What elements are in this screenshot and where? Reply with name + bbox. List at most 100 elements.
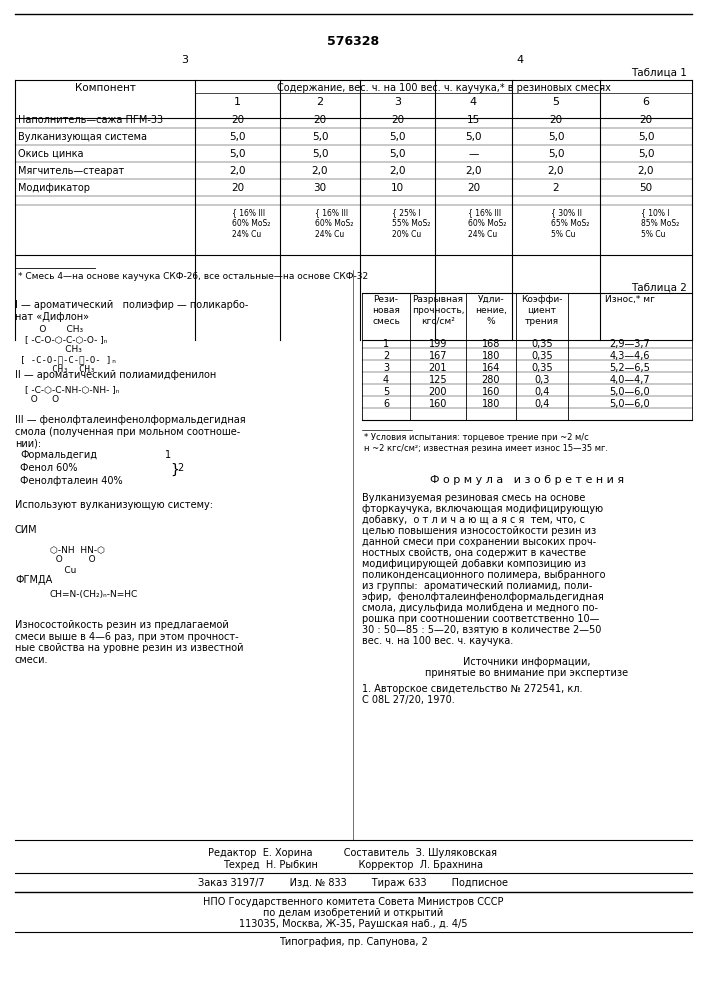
Text: С 08L 27/20, 1970.: С 08L 27/20, 1970.: [362, 695, 455, 705]
Text: н ~2 кгс/см²; известная резина имеет износ 15—35 мг.: н ~2 кгс/см²; известная резина имеет изн…: [364, 444, 608, 453]
Text: 5,0—6,0: 5,0—6,0: [609, 399, 650, 409]
Text: целью повышения износостойкости резин из: целью повышения износостойкости резин из: [362, 526, 596, 536]
Text: { 10% I: { 10% I: [641, 208, 670, 217]
Text: 2,0: 2,0: [638, 166, 654, 176]
Text: * Условия испытания: торцевое трение при ~2 м/с: * Условия испытания: торцевое трение при…: [364, 433, 589, 442]
Text: 50: 50: [639, 183, 653, 193]
Text: 20: 20: [391, 115, 404, 125]
Text: 3: 3: [394, 97, 401, 107]
Text: 65% MoS₂: 65% MoS₂: [551, 219, 590, 228]
Text: 0,35: 0,35: [531, 363, 553, 373]
Text: 60% MoS₂: 60% MoS₂: [469, 219, 507, 228]
Text: O       CH₃: O CH₃: [25, 325, 83, 334]
Text: 160: 160: [429, 399, 448, 409]
Text: 5,2—6,5: 5,2—6,5: [609, 363, 650, 373]
Text: 1: 1: [234, 97, 241, 107]
Text: O     O: O O: [25, 395, 59, 404]
Text: 20: 20: [639, 115, 653, 125]
Text: 5: 5: [383, 387, 389, 397]
Text: 2,0: 2,0: [229, 166, 246, 176]
Text: 5,0: 5,0: [548, 132, 564, 142]
Text: 5,0: 5,0: [638, 149, 654, 159]
Text: Таблица 2: Таблица 2: [631, 283, 687, 293]
Text: Износ,* мг: Износ,* мг: [605, 295, 655, 304]
Text: 2,0: 2,0: [390, 166, 406, 176]
Text: 201: 201: [428, 363, 448, 373]
Text: 5,0: 5,0: [312, 149, 328, 159]
Text: }: }: [170, 463, 179, 477]
Text: прочность,: прочность,: [411, 306, 464, 315]
Text: 5,0: 5,0: [229, 132, 246, 142]
Text: 0,35: 0,35: [531, 351, 553, 361]
Text: %: %: [486, 317, 496, 326]
Text: 5,0: 5,0: [229, 149, 246, 159]
Text: 24% Cu: 24% Cu: [469, 230, 498, 239]
Text: Заказ 3197/7        Изд. № 833        Тираж 633        Подписное: Заказ 3197/7 Изд. № 833 Тираж 633 Подпис…: [198, 878, 508, 888]
Text: 160: 160: [481, 387, 500, 397]
Text: 10: 10: [391, 183, 404, 193]
Text: нение,: нение,: [475, 306, 507, 315]
Text: 168: 168: [481, 339, 500, 349]
Text: Содержание, вес. ч. на 100 вес. ч. каучука,* в резиновых смесях: Содержание, вес. ч. на 100 вес. ч. каучу…: [276, 83, 610, 93]
Text: 3: 3: [182, 55, 189, 65]
Text: 3: 3: [383, 363, 389, 373]
Text: Типография, пр. Сапунова, 2: Типография, пр. Сапунова, 2: [279, 937, 428, 947]
Text: НПО Государственного комитета Совета Министров СССР: НПО Государственного комитета Совета Мин…: [203, 897, 503, 907]
Text: Таблица 1: Таблица 1: [631, 68, 687, 78]
Text: 5,0: 5,0: [390, 132, 406, 142]
Text: 2,0: 2,0: [312, 166, 328, 176]
Text: циент: циент: [527, 306, 556, 315]
Text: 2,0: 2,0: [465, 166, 481, 176]
Text: I — ароматический   полиэфир — поликарбо-
нат «Дифлон»: I — ароматический полиэфир — поликарбо- …: [15, 300, 248, 322]
Text: 20: 20: [231, 115, 244, 125]
Text: 125: 125: [428, 375, 448, 385]
Text: 0,3: 0,3: [534, 375, 549, 385]
Text: Источники информации,: Источники информации,: [463, 657, 591, 667]
Text: 2: 2: [317, 97, 324, 107]
Text: 4: 4: [383, 375, 389, 385]
Text: Модификатор: Модификатор: [18, 183, 90, 193]
Text: из группы:  ароматический полиамид, поли-: из группы: ароматический полиамид, поли-: [362, 581, 592, 591]
Text: 55% MoS₂: 55% MoS₂: [392, 219, 431, 228]
Text: Фенол 60%: Фенол 60%: [20, 463, 78, 473]
Text: 1: 1: [165, 450, 171, 460]
Text: модифицирующей добавки композицию из: модифицирующей добавки композицию из: [362, 559, 586, 569]
Text: 4,3—4,6: 4,3—4,6: [609, 351, 650, 361]
Text: Фенолфталеин 40%: Фенолфталеин 40%: [20, 476, 122, 486]
Text: 20: 20: [467, 183, 480, 193]
Text: { 16% III: { 16% III: [315, 208, 348, 217]
Text: кгс/см²: кгс/см²: [421, 317, 455, 326]
Text: ФГМДА: ФГМДА: [15, 575, 52, 585]
Text: добавку,  о т л и ч а ю щ а я с я  тем, что, с: добавку, о т л и ч а ю щ а я с я тем, чт…: [362, 515, 585, 525]
Text: 280: 280: [481, 375, 501, 385]
Text: 113035, Москва, Ж-35, Раушская наб., д. 4/5: 113035, Москва, Ж-35, Раушская наб., д. …: [239, 919, 467, 929]
Text: Компонент: Компонент: [74, 83, 136, 93]
Text: Разрывная: Разрывная: [412, 295, 464, 304]
Text: 20: 20: [313, 115, 327, 125]
Text: трения: трения: [525, 317, 559, 326]
Text: Наполнитель—сажа ПГМ-33: Наполнитель—сажа ПГМ-33: [18, 115, 163, 125]
Text: 2,0: 2,0: [548, 166, 564, 176]
Text: СИМ: СИМ: [15, 525, 37, 535]
Text: 60% MoS₂: 60% MoS₂: [233, 219, 271, 228]
Text: 30 : 50—85 : 5—20, взятую в количестве 2—50: 30 : 50—85 : 5—20, взятую в количестве 2…: [362, 625, 602, 635]
Text: 5,0: 5,0: [312, 132, 328, 142]
Text: Используют вулканизующую систему:: Используют вулканизующую систему:: [15, 500, 213, 510]
Text: 20: 20: [549, 115, 563, 125]
Text: 5% Cu: 5% Cu: [551, 230, 575, 239]
Text: 85% MoS₂: 85% MoS₂: [641, 219, 679, 228]
Text: * Смесь 4—на основе каучука СКФ-26, все остальные—на основе СКФ-32: * Смесь 4—на основе каучука СКФ-26, все …: [18, 272, 368, 281]
Text: смесь: смесь: [372, 317, 400, 326]
Text: { 30% II: { 30% II: [551, 208, 582, 217]
Text: Коэффи-: Коэффи-: [521, 295, 563, 304]
Text: по делам изобретений и открытий: по делам изобретений и открытий: [263, 908, 443, 918]
Text: 4: 4: [470, 97, 477, 107]
Text: 2: 2: [553, 183, 559, 193]
Text: { 16% III: { 16% III: [469, 208, 502, 217]
Text: смола, дисульфида молибдена и медного по-: смола, дисульфида молибдена и медного по…: [362, 603, 598, 613]
Text: II — ароматический полиамидфенилон: II — ароматический полиамидфенилон: [15, 370, 216, 380]
Text: 0,35: 0,35: [531, 339, 553, 349]
Text: 4,0—4,7: 4,0—4,7: [609, 375, 650, 385]
Text: новая: новая: [372, 306, 400, 315]
Text: 6: 6: [383, 399, 389, 409]
